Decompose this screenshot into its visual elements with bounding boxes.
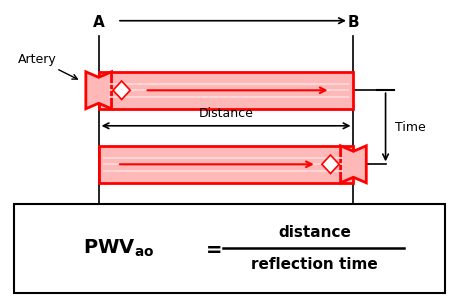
Text: reflection time: reflection time — [251, 258, 378, 272]
Polygon shape — [86, 72, 112, 109]
Text: Time: Time — [395, 121, 425, 134]
Text: B: B — [347, 15, 359, 30]
FancyBboxPatch shape — [99, 146, 353, 183]
Polygon shape — [341, 146, 366, 183]
Text: A: A — [93, 15, 105, 30]
Text: distance: distance — [278, 225, 351, 240]
Text: $\mathbf{PWV}_{\mathbf{ao}}$: $\mathbf{PWV}_{\mathbf{ao}}$ — [83, 238, 154, 259]
Text: $\mathbf{=}$: $\mathbf{=}$ — [202, 239, 222, 258]
Polygon shape — [113, 81, 130, 99]
Text: Artery: Artery — [18, 53, 78, 79]
FancyBboxPatch shape — [99, 72, 353, 109]
Text: Distance: Distance — [199, 107, 253, 120]
Polygon shape — [322, 155, 339, 173]
FancyBboxPatch shape — [14, 204, 445, 293]
